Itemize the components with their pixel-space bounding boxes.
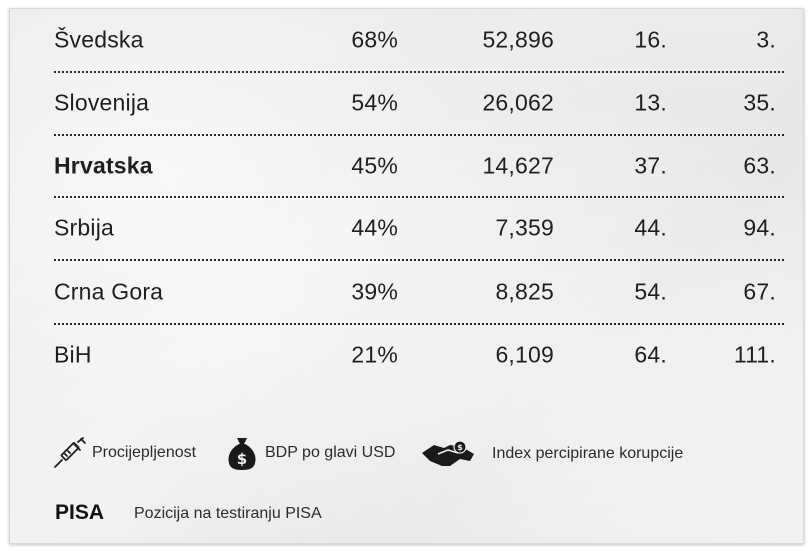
legend-vaccination-label: Procijepljenost [92,444,197,461]
pisa-tag: PISA [55,501,105,524]
handshake-money-icon: $ [420,439,476,469]
table-row: Hrvatska 45% 14,627 37. 63. [54,135,784,197]
row-divider [54,259,784,261]
country-name: Slovenija [54,89,150,116]
country-name: Srbija [54,214,115,241]
syringe-icon [52,436,88,470]
vaccination-value: 44% [351,214,398,241]
country-name: Crna Gora [54,278,164,305]
corruption-rank: 37. [634,152,667,179]
pisa-rank: 111. [733,341,776,368]
table-row: Švedska 68% 52,896 16. 3. [54,9,784,71]
corruption-rank: 13. [634,89,667,116]
legend-gdp-label: BDP po glavi USD [265,444,396,461]
pisa-rank: 63. [743,152,776,179]
pisa-rank: 35. [743,89,776,116]
vaccination-value: 21% [351,341,398,368]
pisa-rank: 67. [743,278,776,305]
corruption-rank: 64. [634,341,667,368]
corruption-rank: 44. [634,214,667,241]
vaccination-value: 45% [351,152,398,179]
table-row: Crna Gora 39% 8,825 54. 67. [54,261,784,323]
table-row: Slovenija 54% 26,062 13. 35. [54,72,784,134]
vaccination-value: 54% [351,89,398,116]
svg-text:$: $ [237,450,247,468]
data-card: Švedska 68% 52,896 16. 3. Slovenija 54% … [9,8,804,544]
country-name: Švedska [54,26,144,53]
legend-corruption: $ Index percipirane korupcije [420,439,683,469]
row-divider [54,134,784,136]
row-divider [54,71,784,73]
country-name: BiH [54,341,92,368]
corruption-rank: 54. [634,278,667,305]
gdp-value: 52,896 [482,26,554,53]
pisa-rank: 3. [756,26,776,53]
gdp-value: 8,825 [495,278,554,305]
table-row: BiH 21% 6,109 64. 111. [54,324,784,386]
pisa-rank: 94. [743,214,776,241]
corruption-rank: 16. [634,26,667,53]
legend-gdp: $ BDP po glavi USD [226,435,395,471]
vaccination-value: 68% [351,26,398,53]
gdp-value: 6,109 [495,341,554,368]
legend-corruption-label: Index percipirane korupcije [492,445,684,462]
gdp-value: 26,062 [482,89,554,116]
gdp-value: 7,359 [495,214,554,241]
row-divider [54,323,784,325]
svg-text:$: $ [457,443,463,452]
legend-pisa-label: Pozicija na testiranju PISA [134,505,322,522]
gdp-value: 14,627 [482,152,554,179]
table-row: Srbija 44% 7,359 44. 94. [54,197,784,259]
row-divider [54,196,784,198]
vaccination-value: 39% [351,278,398,305]
legend-vaccination: Procijepljenost [52,436,196,470]
country-name: Hrvatska [54,152,153,179]
money-bag-icon: $ [226,435,258,471]
